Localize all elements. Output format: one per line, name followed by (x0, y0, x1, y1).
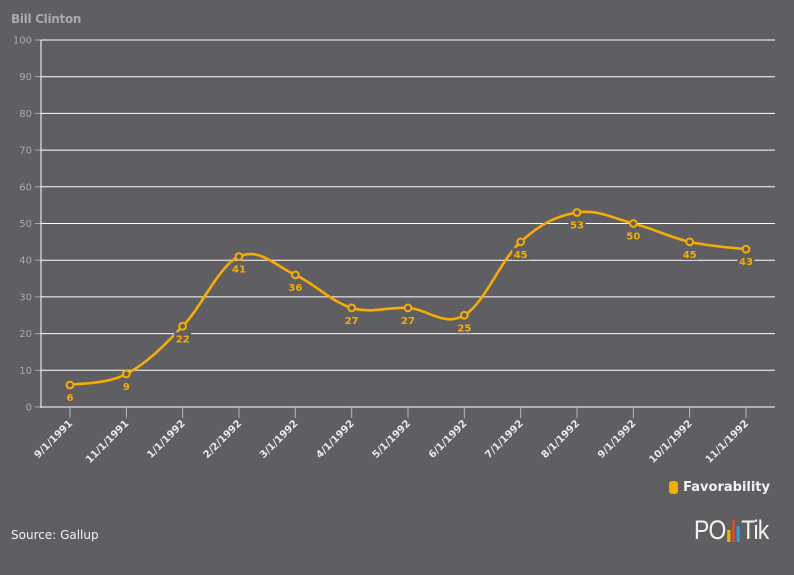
data-point[interactable] (121, 369, 131, 379)
x-tick-label: 5/1/1992 (371, 418, 413, 460)
x-tick-label: 3/1/1992 (258, 418, 300, 460)
data-label: 25 (457, 323, 471, 334)
y-tick-label: 80 (19, 109, 32, 120)
data-label: 9 (123, 382, 130, 393)
data-point[interactable] (741, 244, 751, 254)
data-point[interactable] (459, 310, 469, 320)
x-tick-label: 6/1/1992 (427, 418, 469, 460)
data-point[interactable] (347, 303, 357, 313)
data-label: 27 (401, 316, 415, 327)
data-point[interactable] (178, 321, 188, 331)
source-note: Source: Gallup (11, 528, 99, 542)
x-tick-label: 9/1/1991 (33, 418, 75, 460)
data-label: 36 (288, 283, 302, 294)
x-tick-label: 7/1/1992 (483, 418, 525, 460)
y-tick-label: 100 (13, 36, 32, 47)
data-point[interactable] (290, 270, 300, 280)
data-point[interactable] (234, 252, 244, 261)
y-tick-label: 40 (19, 256, 32, 267)
data-point[interactable] (516, 237, 526, 247)
data-point[interactable] (572, 208, 582, 217)
legend-label: Favorability (683, 480, 770, 495)
x-tick-label: 11/1/1992 (704, 418, 751, 465)
chart-title: Bill Clinton (11, 12, 82, 26)
data-label: 45 (514, 250, 528, 261)
data-point[interactable] (628, 219, 638, 228)
data-label: 22 (176, 334, 190, 345)
data-point[interactable] (685, 237, 695, 247)
data-label: 43 (739, 257, 753, 268)
data-label: 45 (683, 250, 697, 261)
data-label: 50 (626, 232, 640, 243)
y-tick-label: 20 (19, 329, 32, 340)
legend-swatch-icon (669, 481, 679, 494)
y-tick-label: 60 (19, 182, 32, 193)
data-point[interactable] (403, 303, 413, 313)
data-label: 6 (67, 393, 74, 404)
series-line (69, 210, 747, 387)
data-label: 41 (232, 265, 246, 276)
x-tick-label: 2/2/1992 (202, 418, 244, 460)
x-tick-label: 4/1/1992 (314, 418, 356, 460)
politik-logo: PO Tik (694, 515, 769, 546)
data-label: 27 (345, 316, 359, 327)
logo-text-left: PO (694, 515, 726, 545)
x-tick-label: 11/1/1991 (84, 418, 131, 465)
y-tick-label: 50 (19, 219, 32, 230)
data-point[interactable] (65, 380, 75, 390)
x-tick-label: 10/1/1992 (647, 418, 694, 465)
y-tick-label: 70 (19, 146, 32, 157)
x-tick-label: 9/1/1992 (596, 418, 638, 460)
x-tick-label: 1/1/1992 (145, 418, 187, 460)
x-tick-label: 8/1/1992 (540, 418, 582, 460)
y-tick-label: 10 (19, 366, 32, 377)
logo-text-right: Tik (741, 515, 769, 545)
y-tick-label: 0 (26, 403, 32, 414)
logo-bars-icon (727, 520, 740, 542)
data-label: 53 (570, 220, 584, 231)
y-tick-label: 90 (19, 72, 32, 83)
y-tick-label: 30 (19, 292, 32, 303)
legend[interactable]: Favorability (669, 480, 770, 495)
